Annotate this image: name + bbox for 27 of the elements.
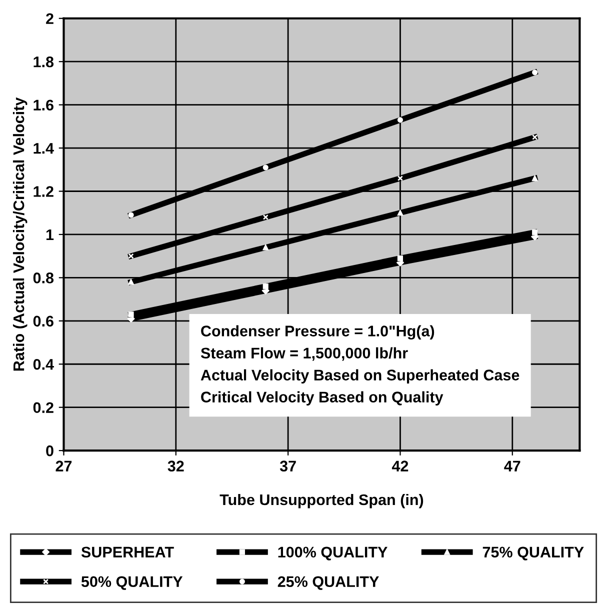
y-tick-label: 0.2: [33, 402, 54, 414]
y-tick-label: 0: [46, 445, 54, 456]
legend-label: SUPERHEAT: [81, 546, 174, 558]
y-tick-label: 1.4: [34, 143, 54, 154]
annotation: Actual Velocity Based on Superheated Case: [200, 369, 520, 384]
legend-label: 50% QUALITY: [81, 576, 183, 590]
y-tick-label: 0.8: [33, 272, 54, 284]
y-tick-label: 1.6: [34, 100, 54, 111]
legend-label: 25% QUALITY: [278, 576, 379, 590]
x-tick-label: 47: [504, 460, 520, 472]
annotation: Steam Flow = 1,500,000 lb/hr: [200, 347, 408, 361]
x-axis-title: Tube Unsupported Span (in): [220, 494, 424, 508]
y-axis-title: Ratio (Actual Velocity/Critical Velocity: [12, 97, 28, 371]
x-tick-label: 27: [56, 460, 72, 472]
annotation: Critical Velocity Based on Quality: [201, 391, 444, 406]
annotation: Condenser Pressure = 1.0"Hg(a): [201, 325, 434, 340]
y-tick-label: 1: [46, 230, 54, 240]
legend-label: 100% QUALITY: [278, 546, 388, 560]
y-tick-label: 0.4: [33, 358, 54, 370]
y-tick-label: 0.6: [33, 316, 54, 327]
x-tick-label: 32: [168, 460, 184, 472]
x-tick-label: 42: [392, 460, 408, 472]
y-tick-label: 1.8: [34, 56, 54, 68]
x-tick-label: 37: [280, 460, 296, 472]
y-tick-label: 1.2: [34, 186, 54, 197]
y-tick-label: 2: [46, 13, 54, 24]
legend-label: 75% QUALITY: [482, 546, 584, 560]
